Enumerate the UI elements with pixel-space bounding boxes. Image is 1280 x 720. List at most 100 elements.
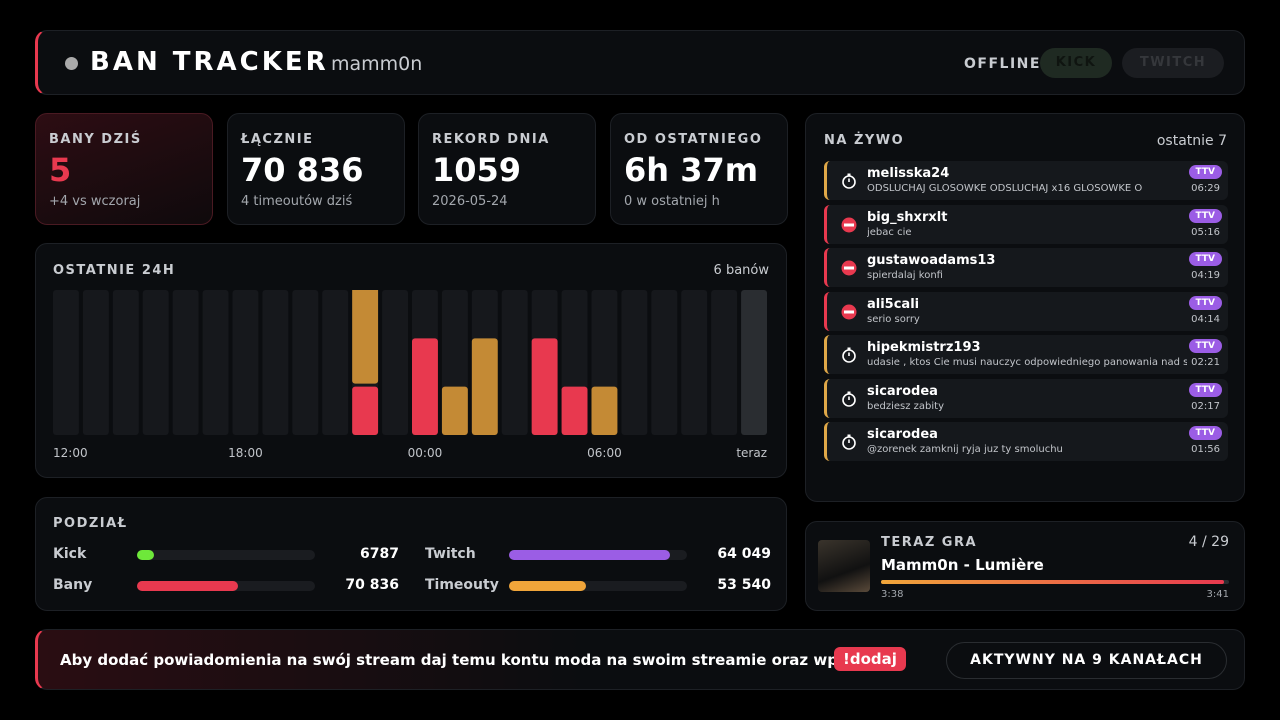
- breakdown-track: [509, 550, 687, 560]
- breakdown-value: 6787: [360, 546, 399, 562]
- time: 02:21: [1191, 357, 1220, 368]
- stat-value: 5: [49, 151, 72, 189]
- stat-value: 1059: [432, 151, 522, 189]
- timeout-icon: [841, 434, 857, 454]
- column-bg: [681, 290, 708, 435]
- bar: [531, 338, 558, 435]
- live-title: NA ŻYWO: [824, 133, 905, 148]
- x-tick-label: 18:00: [228, 446, 263, 460]
- user: melisska24: [867, 166, 950, 181]
- live-entry: hipekmistrz193 udasie , ktos Cie musi nau…: [824, 335, 1228, 374]
- live-entry: sicarodea bedziesz zabity TTV 02:17: [824, 378, 1228, 418]
- command: !dodaj: [834, 647, 906, 671]
- message: spierdalaj konfi: [867, 270, 943, 281]
- stat-label: ŁĄCZNIE: [241, 132, 314, 147]
- bar: [471, 338, 498, 435]
- live-entry: melisska24 ODSLUCHAJ GLOSOWKE ODSLUCHAJ x…: [824, 161, 1228, 200]
- stat-card: OD OSTATNIEGO 6h 37m 0 w ostatniej h: [610, 113, 788, 225]
- stat-label: OD OSTATNIEGO: [624, 132, 763, 147]
- bar: [441, 386, 468, 435]
- channel: mamm0n: [331, 53, 423, 75]
- badge: TTV: [1188, 426, 1222, 440]
- stat-note: 2026-05-24: [432, 194, 508, 209]
- column-bg: [82, 290, 109, 435]
- column-bg: [172, 290, 199, 435]
- status-dot: [65, 57, 78, 70]
- column-bg: [382, 290, 408, 435]
- time: 04:19: [1191, 270, 1220, 281]
- stat-value: 6h 37m: [624, 151, 759, 189]
- twitch-button[interactable]: TWITCH: [1122, 48, 1224, 78]
- breakdown-track: [509, 581, 687, 591]
- time: 06:29: [1191, 183, 1220, 194]
- live-entry: big_shxrxlt jebac cie TTV 05:16: [824, 204, 1228, 244]
- bar: [591, 386, 618, 435]
- status: OFFLINE: [964, 56, 1041, 72]
- active-status: AKTYWNY NA 9 KANAŁACH: [946, 642, 1227, 679]
- album-art: [818, 540, 870, 592]
- user: ali5cali: [867, 296, 920, 312]
- now-playing: TERAZ GRA 4 / 29 Mamm0n - Lumière 3:38 3…: [805, 521, 1245, 611]
- title: BAN TRACKER: [90, 47, 329, 77]
- stat-card: ŁĄCZNIE 70 836 4 timeoutów dziś: [227, 113, 405, 225]
- column-bg: [112, 290, 139, 435]
- chart-subtitle: 6 banów: [713, 263, 769, 278]
- time: 04:14: [1191, 313, 1220, 325]
- user: big_shxrxlt: [867, 209, 948, 225]
- stat-card: REKORD DNIA 1059 2026-05-24: [418, 113, 596, 225]
- badge: TTV: [1188, 165, 1222, 179]
- breakdown-bar: [509, 550, 670, 560]
- footer: Aby dodać powiadomienia na swój stream d…: [35, 629, 1245, 690]
- ban-icon: [841, 260, 857, 280]
- breakdown-track: [137, 581, 315, 591]
- column-bg: [741, 290, 767, 435]
- breakdown-bar: [137, 550, 155, 560]
- column-bg: [142, 290, 169, 435]
- message: @zorenek zamknij ryja juz ty smoluchu: [867, 444, 1063, 455]
- stat-note: 0 w ostatniej h: [624, 194, 720, 209]
- time: 01:56: [1191, 444, 1220, 455]
- user: sicarodea: [867, 427, 938, 442]
- progress-track: [881, 580, 1229, 584]
- column-bg: [292, 290, 319, 435]
- live-panel: NA ŻYWO ostatnie 7 melisska24 ODSLUCHAJ G…: [805, 113, 1245, 502]
- chart-panel: OSTATNIE 24H 6 banów 12:00 18:00 00:00 06:0…: [35, 243, 787, 478]
- column-bg: [651, 290, 678, 435]
- user: sicarodea: [867, 383, 938, 399]
- badge: TTV: [1188, 208, 1222, 223]
- message: serio sorry: [867, 313, 920, 325]
- live-subtitle: ostatnie 7: [1156, 133, 1227, 149]
- user: hipekmistrz193: [867, 340, 981, 355]
- footer-text: Aby dodać powiadomienia na swój stream d…: [60, 651, 884, 669]
- time: 05:16: [1191, 226, 1220, 238]
- message: jebac cie: [867, 226, 912, 238]
- breakdown-value: 70 836: [345, 577, 399, 593]
- live-entry: sicarodea @zorenek zamknij ryja juz ty sm…: [824, 422, 1228, 461]
- stat-card: BANY DZIŚ 5 +4 vs wczoraj: [35, 113, 213, 225]
- column-bg: [202, 290, 229, 435]
- bar: [412, 338, 438, 435]
- message: bedziesz zabity: [867, 400, 945, 412]
- timeout-icon: [841, 173, 857, 193]
- x-tick-label: teraz: [736, 446, 767, 460]
- elapsed: 3:38: [881, 589, 904, 600]
- kick-button[interactable]: KICK: [1040, 48, 1112, 78]
- now-playing-title: TERAZ GRA: [881, 535, 978, 550]
- breakdown-value: 53 540: [717, 577, 771, 593]
- live-entry: gustawoadams13 spierdalaj konfi TTV 04:19: [824, 248, 1228, 287]
- breakdown-name: Twitch: [425, 546, 476, 562]
- stat-label: BANY DZIŚ: [49, 132, 142, 147]
- column-bg: [262, 290, 289, 435]
- live-entry: ali5cali serio sorry TTV 04:14: [824, 291, 1228, 331]
- breakdown-name: Bany: [53, 577, 93, 593]
- bar: [352, 386, 379, 435]
- ban-icon: [841, 304, 857, 324]
- bar: [561, 386, 588, 435]
- x-tick-label: 06:00: [587, 446, 622, 460]
- column-bg: [53, 290, 79, 435]
- column-bg: [232, 290, 259, 435]
- breakdown-bar: [137, 581, 239, 591]
- stat-note: +4 vs wczoraj: [49, 194, 141, 209]
- stat-label: REKORD DNIA: [432, 132, 550, 147]
- message: udasie , ktos Cie musi nauczyc odpowiedn…: [867, 357, 1187, 368]
